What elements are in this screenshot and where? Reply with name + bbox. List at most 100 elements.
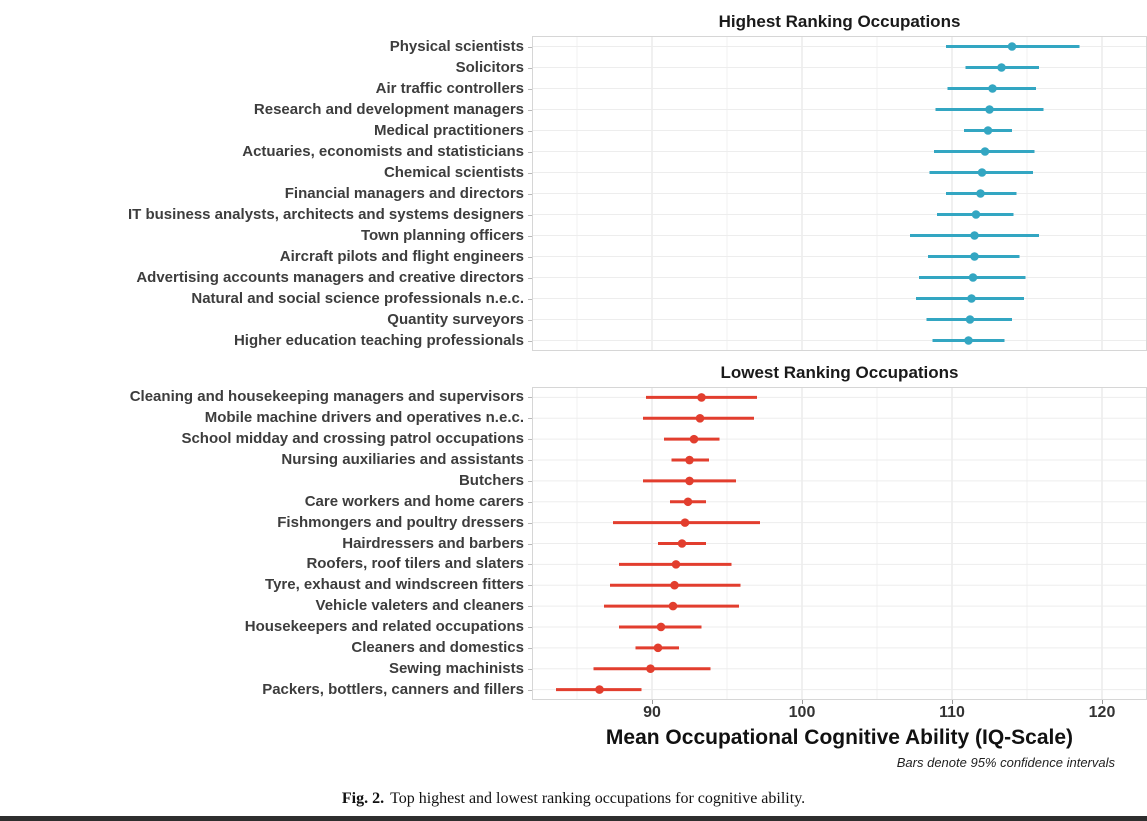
y-axis-tick [528, 256, 532, 258]
category-label: Chemical scientists [383, 163, 524, 181]
mean-dot [988, 84, 997, 93]
x-axis-tick [652, 700, 653, 704]
category-label: Higher education teaching professionals [233, 331, 524, 349]
y-axis-tick [528, 88, 532, 90]
mean-dot [976, 189, 985, 198]
mean-dot [595, 685, 604, 694]
y-axis-tick [528, 439, 532, 441]
category-label: Mobile machine drivers and operatives n.… [204, 409, 524, 427]
mean-dot [689, 434, 699, 444]
category-label: Financial managers and directors [284, 184, 524, 202]
mean-dot [670, 580, 679, 590]
category-label: Tyre, exhaust and windscreen fitters [265, 576, 524, 594]
category-label: Medical practitioners [373, 121, 524, 139]
category-label: Fishmongers and poultry dressers [277, 513, 524, 531]
y-axis-tick [528, 67, 532, 69]
caption-prefix: Fig. 2. [341, 790, 385, 807]
category-labels-highest: Physical scientists Solicitors Air traffic… [0, 36, 524, 351]
mean-dot [677, 539, 687, 548]
x-axis-tick [1102, 700, 1103, 704]
y-axis-tick [528, 668, 532, 670]
y-axis-tick [528, 397, 532, 399]
mean-dot [997, 63, 1006, 72]
mean-dot [970, 231, 979, 240]
ci-note: Bars denote 95% confidence intervals [896, 755, 1115, 770]
mean-dot [646, 664, 655, 673]
mean-dot [985, 105, 994, 114]
category-label: Roofers, roof tilers and slaters [306, 555, 524, 573]
bottom-edge-bar [0, 816, 1147, 821]
mean-dot [980, 147, 990, 156]
x-axis-tick [802, 700, 803, 704]
y-axis-tick [528, 585, 532, 587]
category-label: Aircraft pilots and flight engineers [279, 247, 524, 265]
category-labels-lowest: Cleaning and housekeeping managers and s… [0, 387, 524, 700]
mean-dot [967, 294, 976, 303]
mean-dot [970, 252, 979, 261]
mean-dot [964, 336, 973, 345]
category-label: Care workers and home carers [304, 492, 524, 510]
x-axis-title: Mean Occupational Cognitive Ability (IQ-… [605, 726, 1074, 749]
y-axis-tick [528, 418, 532, 420]
y-axis-tick [528, 298, 532, 300]
mean-dot [965, 315, 975, 324]
category-label: Sewing machinists [388, 659, 524, 677]
y-axis-tick [528, 109, 532, 111]
y-axis-tick [528, 277, 532, 279]
x-axis-tick [952, 700, 953, 704]
y-axis-tick [528, 543, 532, 545]
dot-plot-panel-lowest [532, 387, 1147, 700]
mean-dot [653, 643, 663, 653]
caption-text: Top highest and lowest ranking occupatio… [390, 790, 806, 807]
y-axis-tick [528, 626, 532, 628]
mean-dot [971, 210, 981, 219]
category-label: Air traffic controllers [375, 79, 524, 97]
mean-dot [1007, 42, 1017, 51]
y-axis-tick [528, 522, 532, 524]
category-label: Advertising accounts managers and creati… [136, 268, 524, 286]
category-label: School midday and crossing patrol occupa… [181, 430, 524, 448]
mean-dot [685, 476, 694, 486]
category-label: Research and development managers [253, 100, 524, 118]
x-tick-label: 120 [1088, 704, 1116, 721]
category-label: Physical scientists [389, 37, 524, 55]
y-axis-tick [528, 214, 532, 216]
dot-plot-panel-highest [532, 36, 1147, 351]
y-axis-tick [528, 340, 532, 342]
panel-svg-1 [532, 387, 1147, 700]
y-axis-tick [528, 480, 532, 482]
y-axis-tick [528, 235, 532, 237]
y-axis-tick [528, 460, 532, 462]
y-axis-tick [528, 151, 532, 153]
x-tick-label: 110 [939, 704, 965, 721]
category-label: Cleaners and domestics [351, 638, 524, 656]
mean-dot [968, 273, 978, 282]
category-label: Town planning officers [360, 226, 524, 244]
y-axis-tick [528, 46, 532, 48]
mean-dot [695, 414, 705, 423]
y-axis-tick [528, 689, 532, 691]
figure-caption: Fig. 2. Top highest and lowest ranking oc… [0, 790, 1147, 808]
mean-dot [671, 560, 681, 569]
mean-dot [680, 518, 690, 527]
category-label: Packers, bottlers, canners and fillers [262, 680, 524, 698]
mean-dot [683, 497, 693, 507]
mean-dot [685, 455, 694, 465]
mean-dot [697, 393, 706, 402]
category-label: Nursing auxiliaries and assistants [281, 451, 524, 469]
panel-title-lowest: Lowest Ranking Occupations [720, 363, 959, 382]
category-label: Vehicle valeters and cleaners [315, 597, 524, 615]
y-axis-tick [528, 564, 532, 566]
mean-dot [668, 601, 678, 611]
x-tick-label: 90 [643, 704, 661, 721]
category-label: Quantity surveyors [387, 310, 524, 328]
mean-dot [977, 168, 987, 177]
category-label: Housekeepers and related occupations [244, 617, 524, 635]
category-label: Butchers [458, 471, 524, 489]
y-axis-tick [528, 319, 532, 321]
category-label: Actuaries, economists and statisticians [242, 142, 524, 160]
category-label: Cleaning and housekeeping managers and s… [129, 388, 524, 406]
category-label: Solicitors [455, 58, 524, 76]
y-axis-tick [528, 172, 532, 174]
